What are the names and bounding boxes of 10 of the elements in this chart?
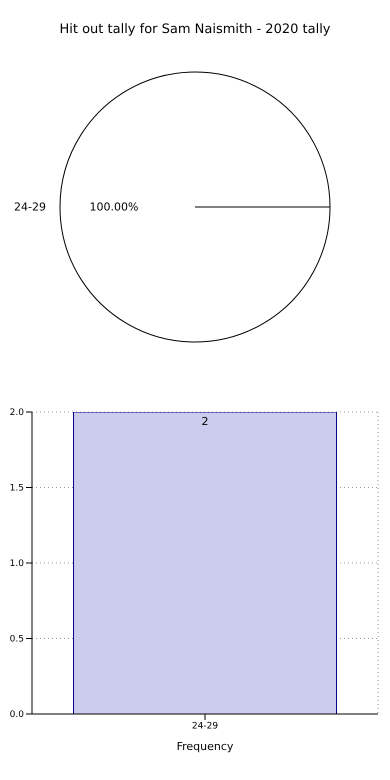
data-label: 100.00%: [90, 200, 138, 214]
x-axis-title: Frequency: [176, 740, 234, 753]
data-label: 2: [202, 414, 209, 428]
y-tick-label: 2.0: [10, 408, 24, 418]
y-tick-label: 1.5: [10, 484, 24, 494]
y-tick-label: 1.0: [10, 559, 24, 570]
y-tick-label: 0.5: [10, 634, 24, 645]
slice-label: 24-29: [14, 200, 46, 214]
y-tick-label: 0.0: [10, 710, 24, 720]
chart-title: Hit out tally for Sam Naismith - 2020 tally: [58, 21, 332, 37]
